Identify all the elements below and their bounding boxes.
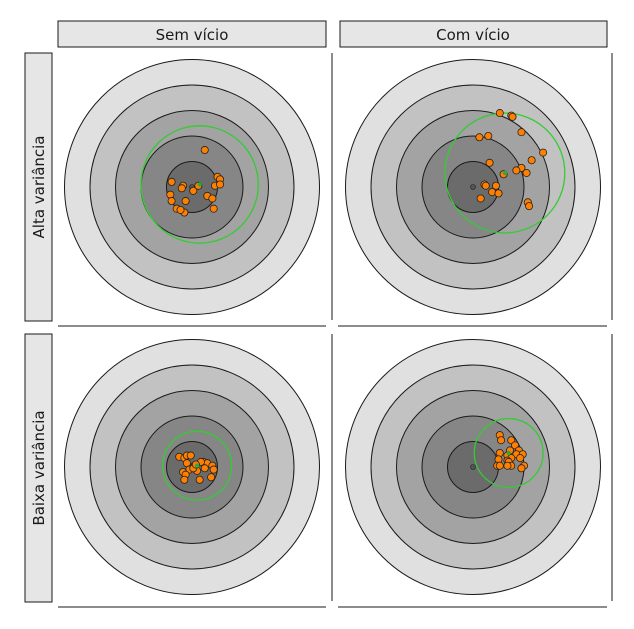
column-strip-com-vicio: [339, 20, 608, 48]
shot-point-18: [517, 464, 526, 473]
shot-point-3: [497, 436, 506, 445]
target-panel-4: [345, 339, 601, 595]
shot-point-11: [200, 464, 209, 473]
shot-point-7: [539, 148, 548, 157]
shot-point-19: [195, 475, 204, 484]
shot-point-1: [495, 109, 504, 118]
shot-point-20: [207, 473, 216, 482]
row-strip-alta-variancia: [24, 52, 53, 322]
target-panel-2: [345, 59, 601, 315]
column-label-com-vicio: Com vício: [436, 26, 510, 44]
shot-point-19: [476, 194, 485, 203]
shot-point-4: [186, 451, 195, 460]
shot-point-19: [176, 205, 185, 214]
shot-point-21: [516, 454, 525, 463]
shot-point-13: [209, 465, 218, 474]
shot-point-16: [491, 181, 500, 190]
shot-point-15: [167, 197, 176, 206]
column-label-sem-vicio: Sem vício: [156, 26, 229, 44]
shot-point-5: [475, 133, 484, 142]
shot-point-18: [494, 189, 503, 198]
target-panel-3: [64, 339, 320, 595]
target-panel-1: [64, 59, 320, 315]
mean-marker: [194, 463, 200, 468]
shot-point-4: [189, 186, 198, 195]
spread-circle: [444, 112, 566, 234]
shot-point-6: [177, 184, 186, 193]
shot-point-14: [166, 190, 175, 199]
shot-point-18: [209, 204, 218, 213]
column-strip-sem-vicio: [57, 20, 327, 48]
shot-point-18: [180, 475, 189, 484]
shot-point-9: [495, 448, 504, 457]
shot-point-9: [485, 158, 494, 167]
spread-circle: [140, 125, 259, 244]
mean-marker: [506, 450, 511, 456]
spread-circle: [162, 430, 233, 501]
mean-marker: [502, 170, 508, 176]
shot-point-11: [512, 166, 521, 175]
row-label-alta-variancia: Alta variância: [30, 136, 48, 239]
shot-point-16: [503, 461, 512, 470]
shot-point-21: [525, 202, 534, 211]
shot-point-3: [508, 112, 517, 121]
shot-point-12: [522, 168, 531, 177]
shot-point-8: [527, 156, 536, 165]
target-center-dot: [470, 184, 476, 190]
row-strip-baixa-variancia: [24, 333, 53, 603]
shot-point-5: [167, 177, 176, 186]
shot-point-1: [200, 146, 209, 155]
panels-layer: [64, 59, 601, 595]
mean-marker: [197, 182, 202, 187]
shot-point-17: [488, 188, 497, 197]
shot-point-7: [181, 197, 190, 206]
shot-point-20: [495, 461, 504, 470]
row-label-baixa-variancia: Baixa variância: [30, 410, 48, 525]
shot-point-14: [494, 455, 503, 464]
shot-point-13: [216, 180, 225, 189]
shot-point-6: [517, 128, 526, 137]
shot-point-15: [481, 181, 490, 190]
shot-point-9: [208, 194, 217, 203]
spread-circle: [473, 417, 544, 489]
shot-point-4: [484, 131, 493, 140]
target-center-dot: [470, 464, 476, 470]
